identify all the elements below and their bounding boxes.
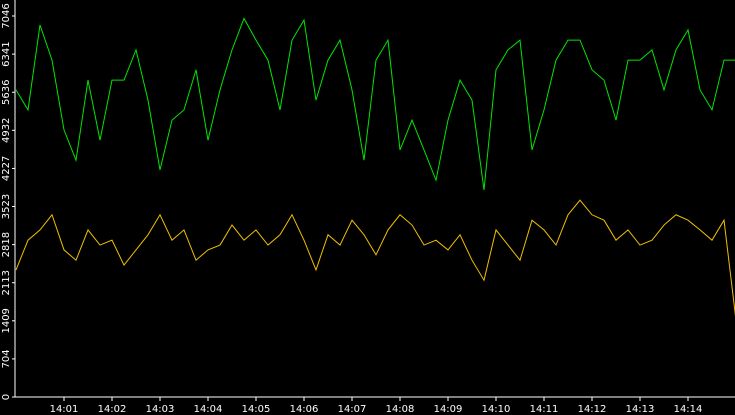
y-tick-label: 5636 (1, 80, 12, 105)
y-tick-label: 4932 (1, 118, 12, 143)
y-tick-label: 704 (1, 349, 12, 368)
y-tick-label: 6341 (1, 41, 12, 66)
x-tick-label: 14:04 (194, 404, 223, 415)
x-tick-label: 14:09 (434, 404, 463, 415)
x-tick-label: 14:12 (578, 404, 607, 415)
y-tick-label: 4227 (1, 156, 12, 181)
x-tick-label: 14:06 (290, 404, 319, 415)
y-tick-label: 2818 (1, 232, 12, 257)
x-tick-label: 14:03 (146, 404, 175, 415)
y-tick-label: 1409 (1, 308, 12, 333)
x-tick-label: 14:11 (530, 404, 559, 415)
y-tick-label: 0 (1, 394, 12, 400)
x-tick-label: 14:08 (386, 404, 415, 415)
x-tick-label: 14:05 (242, 404, 271, 415)
y-tick-label: 7046 (1, 3, 12, 28)
x-tick-label: 14:10 (482, 404, 511, 415)
y-tick-label: 3523 (1, 194, 12, 219)
x-tick-label: 14:02 (98, 404, 127, 415)
x-tick-label: 14:07 (338, 404, 367, 415)
x-tick-label: 14:13 (626, 404, 655, 415)
data-line (15, 199, 735, 317)
x-tick-label: 14:14 (674, 404, 703, 415)
x-tick-label: 14:01 (50, 404, 79, 415)
y-tick-label: 2113 (1, 270, 12, 295)
data-line (15, 17, 735, 190)
